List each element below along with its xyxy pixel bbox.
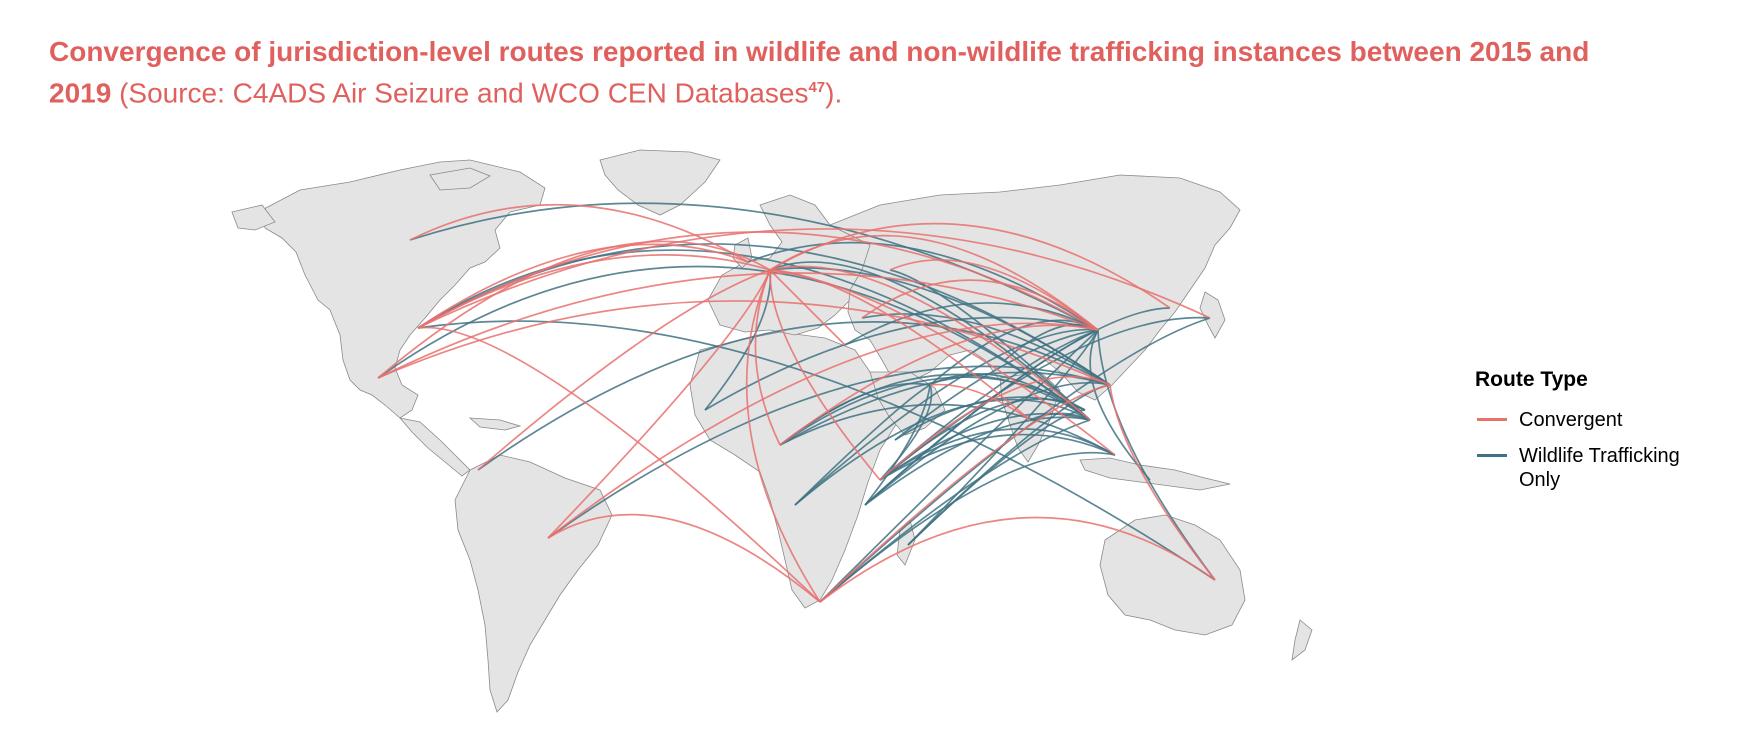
convergent-route-bra-cn [547,322,1099,539]
wildlife-route-tr-hk [861,313,1111,386]
convergent-route-ng-eu [754,269,781,446]
convergent-route-ae-in [929,383,1031,421]
landmass-australia [1099,514,1246,636]
legend-swatch-convergent [1477,418,1507,421]
legend: Route Type Convergent Wildlife Trafficki… [1475,368,1725,504]
convergent-route-mex-hk [377,300,1111,386]
legend-item-wildlife: Wildlife Trafficking Only [1475,444,1725,492]
landmass-caribbean [468,417,522,431]
convergent-route-col-eu [477,269,771,471]
land-layer [231,149,1313,713]
landmass-new-zealand [1291,619,1313,661]
convergent-route-za-au [819,516,1216,603]
convergent-route-usa-uk [417,243,749,329]
landmass-central-america [398,417,471,477]
legend-label-convergent: Convergent [1519,409,1623,431]
convergent-route-vn-eu [769,265,1091,421]
legend-title: Route Type [1475,368,1588,391]
landmass-arctic-islands [429,167,491,191]
wildlife-route-ao-ae [794,384,931,506]
convergent-route-ru-cn [889,259,1099,331]
convergent-route-usa-za [417,326,821,603]
wildlife-route-eu-vn [769,261,1091,421]
wildlife-route-kr-tz [864,307,1171,506]
title-main: Convergence of jurisdiction-level routes… [49,36,1590,109]
wildlife-route-eu-hk [769,267,1111,386]
wildlife-route-ao-cn [794,328,1099,506]
wildlife-route-mex-vn [377,265,1091,421]
wildlife-route-eg-cn [844,302,1099,346]
wildlife-route-sn-cn [704,316,1099,411]
title-end: ). [825,77,843,109]
wildlife-route-ng-my [779,403,1116,456]
wildlife-route-bra-hk [547,365,1111,539]
convergent-route-za-hk [819,384,1111,603]
convergent-route-my-eu [769,269,1116,456]
wildlife-route-au-cn [1097,329,1216,581]
legend-swatch-wildlife [1477,454,1507,457]
wildlife-route-ke-ae [879,384,933,481]
wildlife-route-id-cn [1089,329,1151,481]
wildlife-route-au-usa [417,320,1216,581]
chart-title: Convergence of jurisdiction-level routes… [49,34,1609,111]
landmass-south-america [454,454,613,713]
convergent-route-tr-cn [861,279,1099,331]
convergent-route-jp-usa [417,228,1211,329]
landmass-africa [689,331,901,609]
wildlife-route-jp-ke [879,316,1211,481]
convergent-route-za-eu [745,269,821,603]
convergent-route-bra-eu [547,269,771,539]
wildlife-route-th-ng [779,376,1086,446]
convergent-route-mex-cn [377,272,1099,379]
legend-item-convergent: Convergent [1475,408,1725,432]
landmass-japan [1199,291,1226,339]
landmass-alaska [231,204,276,231]
wildlife-route-col-hk [477,321,1111,471]
convergent-route-au-hk [1109,384,1216,581]
wildlife-route-tz-vn [864,416,1091,506]
convergent-route-cn-eu [769,234,1099,331]
wildlife-route-ru-vn [889,269,1091,421]
title-footnote: 47 [808,79,826,96]
route-layer [377,202,1216,603]
convergent-route-eg-eu [769,269,846,346]
wildlife-route-za-my [819,451,1116,603]
convergent-route-ke-eu [769,269,881,481]
legend-label-wildlife: Wildlife Trafficking Only [1519,445,1680,491]
landmass-indonesia [1079,457,1231,491]
convergent-route-bra-za [547,513,821,603]
wildlife-route-tz-ae [864,384,931,506]
landmass-north-america [261,159,546,419]
title-source: (Source: C4ADS Air Seizure and WCO CEN D… [111,77,809,109]
convergent-route-hk-ke [879,375,1111,481]
wildlife-route-ke-my [879,428,1116,481]
